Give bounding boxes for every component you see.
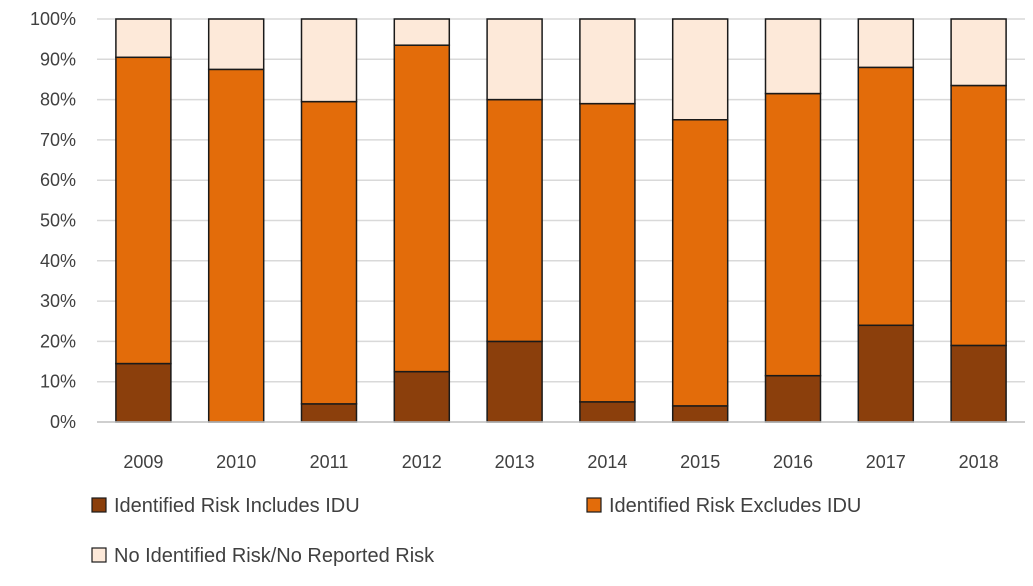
bar-segment — [393, 370, 451, 423]
bar-segment — [579, 18, 636, 105]
y-tick-label: 90% — [40, 49, 76, 69]
bar-segment — [857, 324, 915, 423]
bar-segment — [300, 403, 358, 423]
x-tick-label: 2017 — [866, 452, 906, 472]
bar-segment — [393, 44, 451, 373]
bar-segment — [764, 92, 822, 377]
y-tick-label: 30% — [40, 291, 76, 311]
legend-label: Identified Risk Excludes IDU — [609, 495, 861, 517]
y-tick-label: 20% — [40, 331, 76, 351]
x-tick-label: 2013 — [495, 452, 535, 472]
bar-segment — [300, 100, 358, 405]
y-tick-label: 80% — [40, 90, 76, 110]
y-tick-label: 60% — [40, 170, 76, 190]
y-tick-label: 10% — [40, 372, 76, 392]
bar-segment — [207, 68, 265, 423]
bar-segment — [115, 56, 172, 365]
axes: 0% 10% 20% 30% 40% 50% 60% 70% 80% 90% 100% 2009 201… — [30, 9, 1025, 472]
bar-segment — [764, 18, 822, 95]
bar-segment — [950, 84, 1007, 347]
bar-segment — [764, 374, 822, 423]
x-tick-label: 2015 — [680, 452, 720, 472]
y-tick-label: 40% — [40, 251, 76, 271]
bar-segment — [671, 18, 729, 121]
bars — [115, 18, 1007, 423]
bar-segment — [486, 18, 543, 101]
bar-segment — [486, 98, 543, 343]
legend: Identified Risk Includes IDU Identified R… — [91, 495, 861, 567]
bar-segment — [486, 340, 543, 423]
x-tick-label: 2018 — [959, 452, 999, 472]
bar-segment — [393, 18, 451, 46]
x-tick-label: 2014 — [587, 452, 627, 472]
bar-segment — [950, 18, 1007, 87]
x-tick-label: 2011 — [310, 452, 349, 472]
legend-swatch — [91, 547, 107, 563]
legend-label: Identified Risk Includes IDU — [114, 495, 360, 517]
legend-label: No Identified Risk/No Reported Risk — [114, 545, 435, 567]
bar-segment — [857, 66, 915, 327]
y-tick-label: 0% — [50, 412, 76, 432]
bar-segment — [579, 401, 636, 423]
bar-segment — [950, 344, 1007, 423]
x-tick-label: 2012 — [402, 452, 442, 472]
bar-segment — [300, 18, 358, 103]
legend-swatch — [91, 497, 107, 513]
bar-segment — [579, 102, 636, 403]
bar-segment — [671, 119, 729, 407]
bar-segment — [857, 18, 915, 69]
bar-segment — [115, 18, 172, 59]
y-tick-label: 50% — [40, 211, 76, 231]
x-tick-label: 2010 — [216, 452, 256, 472]
legend-swatch — [586, 497, 602, 513]
y-tick-label: 100% — [30, 9, 76, 29]
bar-segment — [671, 405, 729, 423]
x-tick-label: 2009 — [123, 452, 163, 472]
bar-segment — [207, 18, 265, 71]
y-tick-label: 70% — [40, 130, 76, 150]
bar-segment — [115, 362, 172, 423]
x-tick-label: 2016 — [773, 452, 813, 472]
